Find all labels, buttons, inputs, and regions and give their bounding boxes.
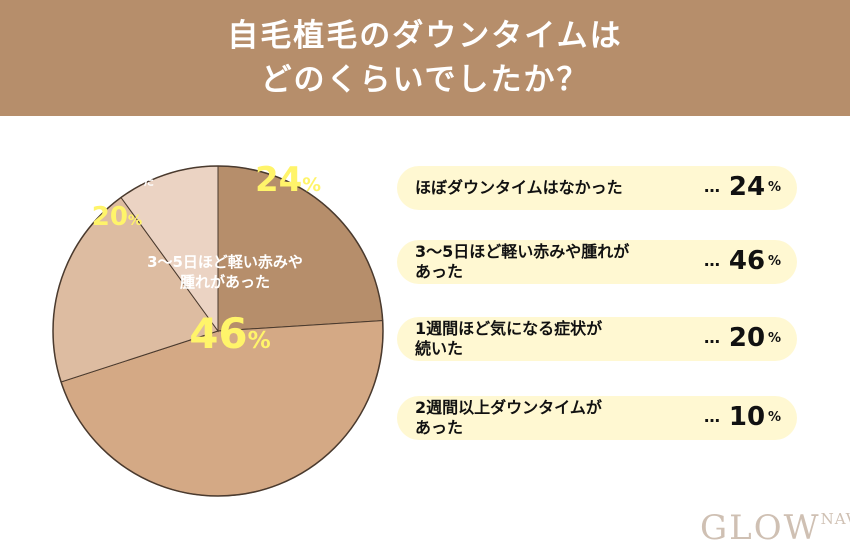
pie-label-none: ほぼダウンタイムは なかった: [228, 119, 332, 148]
legend-unit: %: [768, 254, 782, 269]
logo-sub: NAVI: [820, 510, 850, 528]
pie-value-3to5-unit: %: [247, 328, 271, 354]
pie-label-1week: 1週間ほど気になる 症状が続いた: [73, 161, 169, 189]
legend-value: 46: [728, 246, 766, 276]
pie-label-3to5: 3〜5日ほど軽い赤みや 腫れがあった: [147, 253, 303, 291]
legend-dots: …: [704, 177, 721, 196]
legend-value: 10: [728, 402, 766, 432]
legend-label: ほぼダウンタイムはなかった: [415, 178, 623, 197]
title-line-2: どのくらいでしたか？: [260, 62, 590, 98]
pie-value-none: 24%: [248, 160, 328, 200]
pie-value-1week-unit: %: [127, 213, 143, 229]
glow-navi-logo: GLOWNAVI: [700, 508, 850, 548]
legend-dots: …: [704, 328, 721, 347]
legend-value: 20: [728, 323, 766, 353]
pie-chart: [52, 165, 384, 497]
legend-row-none: ほぼダウンタイムはなかった … 24 %: [397, 166, 797, 210]
legend-dots: …: [704, 407, 721, 426]
legend-dots: …: [704, 251, 721, 270]
legend-row-1week: 1週間ほど気になる症状が 続いた … 20 %: [397, 317, 797, 361]
pie-value-1week-number: 20: [91, 202, 128, 232]
pie-value-3to5-number: 46: [189, 309, 248, 358]
legend-row-2weeks: 2週間以上ダウンタイムが あった … 10 %: [397, 396, 797, 440]
pie-value-none-unit: %: [302, 175, 322, 196]
pie-value-1week: 20%: [82, 202, 152, 232]
header-banner: 自毛植毛のダウンタイムは どのくらいでしたか？: [0, 0, 850, 116]
legend-label: 3〜5日ほど軽い赤みや腫れが あった: [415, 242, 630, 281]
legend-unit: %: [768, 410, 782, 425]
logo-main: GLOW: [700, 508, 821, 548]
pie-value-none-number: 24: [254, 160, 303, 200]
legend-value: 24: [728, 172, 766, 202]
title-line-1: 自毛植毛のダウンタイムは: [227, 18, 623, 54]
pie-outline: [52, 165, 384, 497]
legend-row-3to5: 3〜5日ほど軽い赤みや腫れが あった … 46 %: [397, 240, 797, 284]
legend-label: 2週間以上ダウンタイムが あった: [415, 398, 602, 437]
legend-unit: %: [768, 331, 782, 346]
legend-label: 1週間ほど気になる症状が 続いた: [415, 319, 603, 358]
legend-unit: %: [768, 180, 782, 195]
pie-value-3to5: 46%: [180, 309, 280, 358]
